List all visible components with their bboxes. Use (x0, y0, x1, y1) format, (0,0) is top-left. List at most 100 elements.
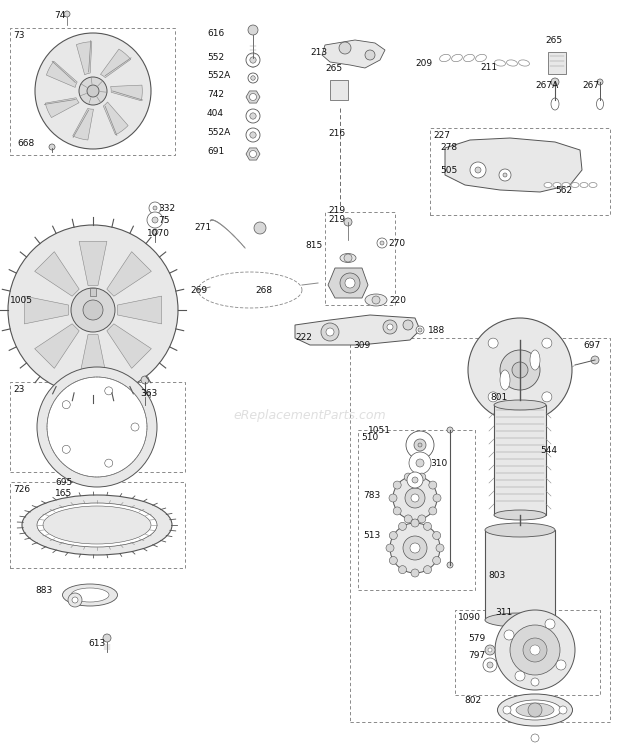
Text: 73: 73 (13, 31, 25, 40)
Circle shape (340, 273, 360, 293)
Circle shape (542, 392, 552, 402)
Circle shape (597, 79, 603, 85)
Circle shape (386, 544, 394, 552)
Ellipse shape (464, 54, 474, 62)
Circle shape (409, 452, 431, 474)
Circle shape (499, 169, 511, 181)
Circle shape (64, 11, 70, 17)
Circle shape (470, 162, 486, 178)
Ellipse shape (440, 54, 450, 62)
Ellipse shape (71, 588, 109, 602)
Circle shape (483, 658, 497, 672)
Circle shape (403, 536, 427, 560)
Text: 271: 271 (194, 223, 211, 232)
Polygon shape (35, 324, 79, 368)
Ellipse shape (485, 613, 555, 627)
Polygon shape (35, 251, 79, 296)
Circle shape (406, 431, 434, 459)
Text: 270: 270 (388, 239, 405, 248)
Text: 797: 797 (468, 651, 485, 660)
Circle shape (512, 362, 528, 378)
Ellipse shape (37, 503, 157, 547)
Circle shape (411, 494, 419, 502)
Circle shape (411, 569, 419, 577)
Text: 668: 668 (17, 139, 34, 148)
Text: 23: 23 (13, 385, 24, 394)
Circle shape (405, 488, 425, 508)
Text: 269: 269 (190, 286, 207, 295)
Ellipse shape (509, 700, 561, 720)
Circle shape (433, 494, 441, 502)
Circle shape (147, 212, 163, 228)
Circle shape (531, 678, 539, 686)
Circle shape (416, 459, 424, 467)
Circle shape (153, 206, 157, 210)
Text: 1090: 1090 (458, 613, 481, 622)
Circle shape (377, 238, 387, 248)
Bar (494, 405, 546, 515)
Ellipse shape (518, 60, 529, 66)
Circle shape (75, 405, 119, 449)
Text: 544: 544 (540, 446, 557, 455)
Circle shape (515, 671, 525, 681)
Polygon shape (328, 268, 368, 298)
Polygon shape (24, 296, 68, 324)
Circle shape (393, 507, 401, 515)
Ellipse shape (485, 523, 555, 537)
Circle shape (72, 597, 78, 603)
Text: 742: 742 (207, 90, 224, 99)
Circle shape (559, 706, 567, 714)
Text: 278: 278 (440, 143, 457, 152)
Circle shape (149, 202, 161, 214)
Text: 265: 265 (325, 64, 342, 73)
Text: 267A: 267A (535, 81, 558, 90)
Circle shape (404, 515, 412, 523)
Text: 691: 691 (207, 147, 224, 156)
Text: 309: 309 (353, 341, 370, 350)
Text: 579: 579 (468, 634, 485, 643)
Circle shape (488, 392, 498, 402)
Text: 1051: 1051 (368, 426, 391, 435)
Circle shape (344, 218, 352, 226)
Polygon shape (295, 315, 420, 345)
Polygon shape (104, 102, 128, 135)
Circle shape (500, 350, 540, 390)
Text: 310: 310 (430, 459, 447, 468)
Circle shape (246, 128, 260, 142)
Ellipse shape (596, 98, 603, 109)
Ellipse shape (500, 370, 510, 390)
Circle shape (246, 109, 260, 123)
Circle shape (380, 241, 384, 245)
Circle shape (407, 472, 423, 488)
Circle shape (372, 296, 380, 304)
Circle shape (344, 254, 352, 262)
Text: 1005: 1005 (10, 296, 33, 305)
Circle shape (530, 645, 540, 655)
Circle shape (528, 703, 542, 717)
Text: 726: 726 (13, 485, 30, 494)
Circle shape (488, 338, 498, 348)
Circle shape (141, 376, 149, 384)
Circle shape (545, 619, 555, 629)
Circle shape (142, 403, 148, 409)
Circle shape (399, 565, 407, 574)
Circle shape (418, 473, 426, 481)
Circle shape (542, 338, 552, 348)
Text: 513: 513 (363, 531, 380, 540)
Ellipse shape (562, 182, 570, 187)
Text: 404: 404 (207, 109, 224, 118)
Text: 213: 213 (310, 48, 327, 57)
Circle shape (410, 543, 420, 553)
Circle shape (404, 473, 412, 481)
Text: 815: 815 (305, 241, 322, 250)
Circle shape (250, 132, 256, 138)
Circle shape (487, 662, 493, 668)
Ellipse shape (494, 510, 546, 520)
Circle shape (416, 326, 424, 334)
Circle shape (503, 706, 511, 714)
Circle shape (447, 427, 453, 433)
Polygon shape (100, 49, 131, 77)
Circle shape (8, 225, 178, 395)
Circle shape (249, 94, 257, 100)
Polygon shape (107, 324, 151, 368)
